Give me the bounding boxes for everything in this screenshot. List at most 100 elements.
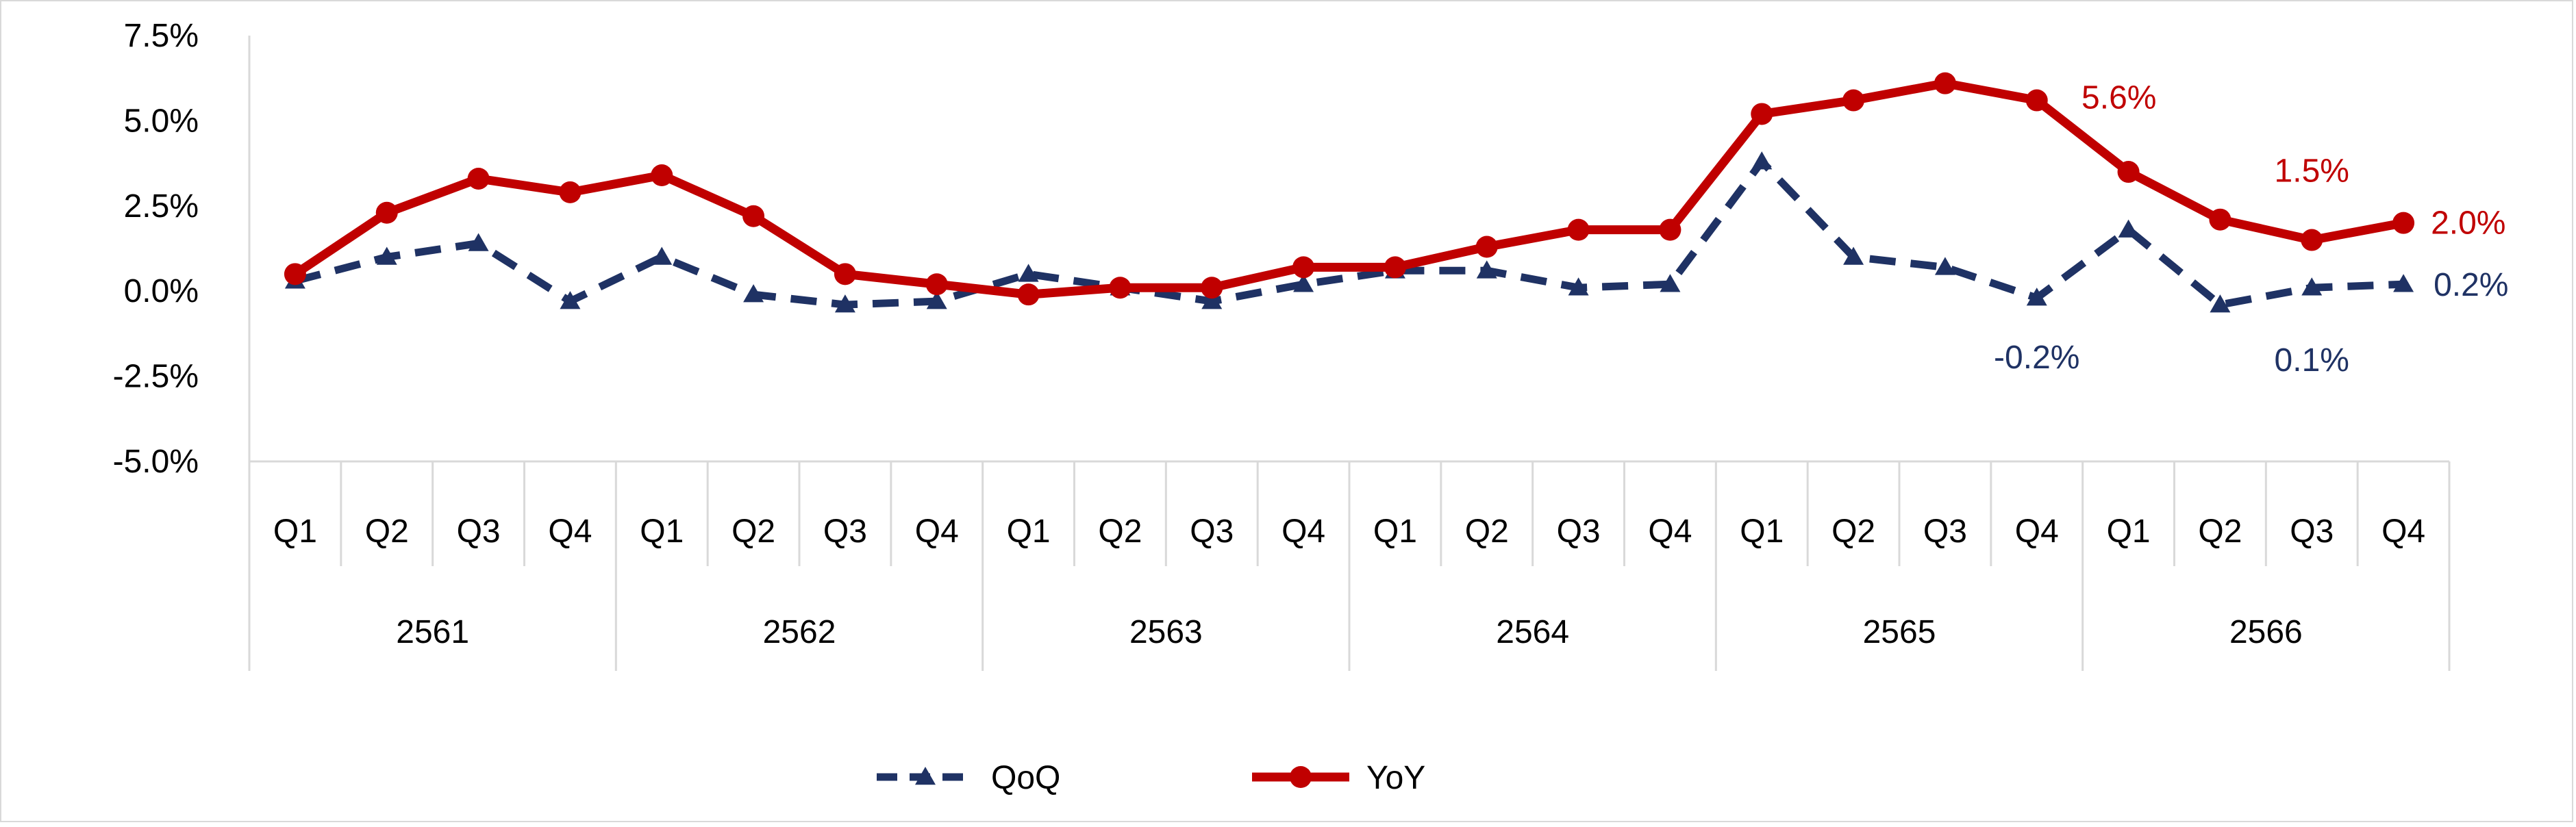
data-point-yoy — [2209, 208, 2231, 231]
x-tick-label: Q1 — [1007, 513, 1051, 550]
y-tick-label: 7.5% — [124, 18, 199, 54]
x-tick-label: Q3 — [1923, 513, 1967, 550]
y-tick-label: 0.0% — [124, 273, 199, 309]
data-point-qoq — [1018, 264, 1039, 282]
x-tick-label: Q4 — [548, 513, 592, 550]
data-point-qoq — [560, 291, 581, 309]
x-tick-label: Q3 — [457, 513, 501, 550]
x-tick-label: Q1 — [2107, 513, 2151, 550]
series-line-qoq — [294, 157, 2404, 309]
data-point-qoq — [2118, 219, 2139, 238]
data-point-qoq — [2026, 288, 2047, 306]
data-point-yoy — [1842, 89, 1865, 112]
x-tick-label: Q3 — [1557, 513, 1601, 550]
data-point-qoq — [1476, 260, 1497, 279]
data-label: -0.2% — [1994, 340, 2079, 376]
data-point-qoq — [2301, 277, 2323, 296]
x-tick-label: Q4 — [915, 513, 959, 550]
series-line-yoy — [290, 79, 2408, 299]
x-group-label: 2564 — [1496, 614, 1569, 650]
data-point-qoq — [468, 233, 489, 251]
data-label: 5.6% — [2081, 80, 2156, 116]
data-point-yoy — [2392, 212, 2415, 234]
annotation-layer: 5.6% 1.5% 2.0% -0.2% 0.1% 0.2% — [1994, 80, 2508, 379]
x-tick-label: Q1 — [1373, 513, 1417, 550]
x-tick-label: Q1 — [1740, 513, 1784, 550]
x-tick-label: Q1 — [640, 513, 684, 550]
x-tick-label: Q4 — [2381, 513, 2425, 550]
data-point-yoy — [559, 181, 582, 203]
data-point-qoq — [834, 294, 855, 313]
data-point-yoy — [1292, 256, 1315, 279]
data-point-yoy — [2301, 229, 2323, 251]
data-point-yoy — [1475, 236, 1498, 258]
x-tick-label: Q3 — [823, 513, 867, 550]
data-point-yoy — [1751, 103, 1773, 125]
legend: QoQ YoY — [877, 760, 1425, 796]
data-point-yoy — [1384, 256, 1406, 279]
data-point-qoq — [2210, 294, 2231, 313]
data-point-yoy — [742, 205, 765, 227]
data-point-qoq — [1660, 274, 1681, 292]
data-point-qoq — [743, 284, 764, 303]
data-point-yoy — [1567, 218, 1590, 241]
axis-layer: 7.5% 5.0% 2.5% 0.0% -2.5% -5.0% Q1 Q2 Q3 Q4 Q1 Q2 Q3… — [113, 18, 2451, 671]
y-tick-label: 2.5% — [124, 188, 199, 225]
data-point-qoq — [1568, 277, 1589, 296]
legend-item-yoy: YoY — [1252, 760, 1425, 796]
x-tick-label: Q4 — [2015, 513, 2059, 550]
legend-label: YoY — [1366, 760, 1425, 796]
data-point-qoq — [1751, 151, 1773, 170]
data-point-qoq — [651, 246, 673, 265]
x-tick-label: Q4 — [1281, 513, 1325, 550]
data-point-yoy — [1659, 218, 1681, 241]
legend-marker — [915, 767, 936, 785]
data-point-yoy — [375, 201, 398, 224]
x-tick-label: Q2 — [2198, 513, 2242, 550]
data-point-qoq — [1934, 257, 1955, 275]
data-point-yoy — [1201, 277, 1223, 299]
data-label: 0.2% — [2434, 267, 2508, 303]
legend-marker — [1290, 766, 1312, 788]
data-point-qoq — [1843, 246, 1864, 265]
x-tick-label: Q2 — [1098, 513, 1142, 550]
x-tick-label: Q2 — [1465, 513, 1509, 550]
data-point-yoy — [651, 164, 673, 187]
data-point-qoq — [1293, 274, 1314, 292]
x-tick-label: Q1 — [273, 513, 317, 550]
data-point-qoq — [376, 246, 397, 265]
data-point-yoy — [1934, 72, 1956, 94]
x-group-label: 2561 — [396, 614, 469, 650]
x-tick-label: Q4 — [1648, 513, 1692, 550]
x-group-label: 2563 — [1129, 614, 1203, 650]
data-point-yoy — [834, 263, 856, 285]
x-group-label: 2566 — [2229, 614, 2303, 650]
data-point-yoy — [467, 167, 490, 190]
x-group-label: 2565 — [1863, 614, 1936, 650]
y-tick-label: -5.0% — [113, 444, 199, 480]
data-label: 2.0% — [2431, 205, 2505, 242]
data-point-yoy — [2025, 89, 2048, 112]
y-tick-label: -2.5% — [113, 359, 199, 395]
data-label: 0.1% — [2275, 342, 2349, 379]
x-tick-label: Q2 — [365, 513, 409, 550]
x-group-label: 2562 — [763, 614, 836, 650]
data-point-qoq — [1201, 291, 1223, 309]
legend-label: QoQ — [991, 760, 1060, 796]
data-point-qoq — [2393, 274, 2414, 292]
legend-item-qoq: QoQ — [877, 760, 1060, 796]
data-point-yoy — [1109, 277, 1131, 299]
x-tick-label: Q3 — [2290, 513, 2334, 550]
series-layer — [284, 72, 2415, 313]
x-tick-label: Q2 — [1831, 513, 1875, 550]
x-tick-label: Q3 — [1190, 513, 1234, 550]
y-tick-label: 5.0% — [124, 103, 199, 139]
data-point-yoy — [925, 273, 948, 296]
data-point-yoy — [1017, 283, 1040, 306]
data-point-yoy — [2117, 161, 2140, 183]
data-label: 1.5% — [2275, 153, 2349, 190]
data-point-qoq — [926, 291, 947, 309]
data-point-yoy — [284, 263, 306, 285]
